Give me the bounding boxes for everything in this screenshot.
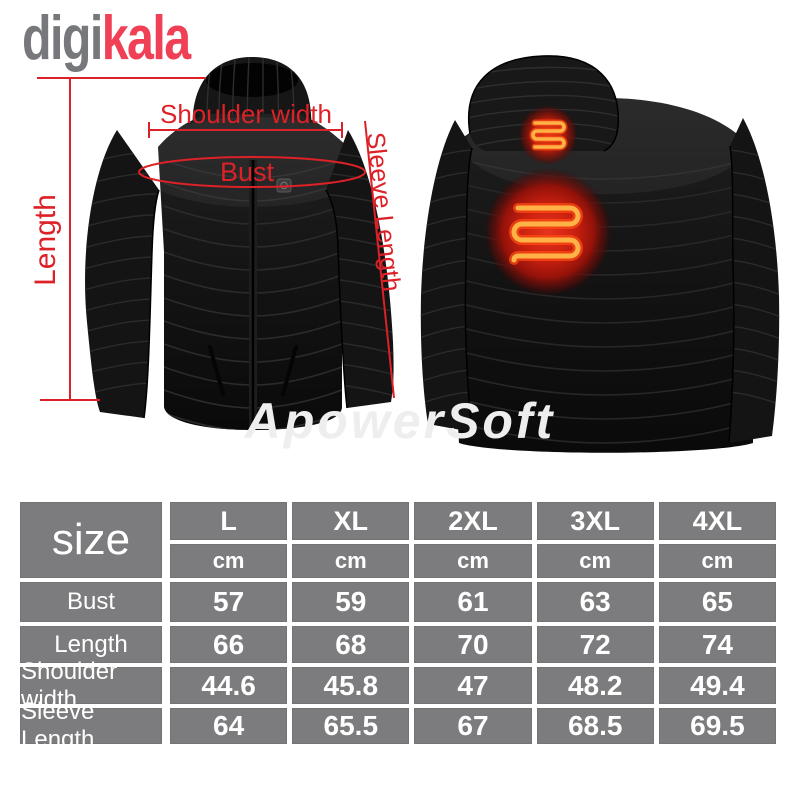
logo-digi-text: digi	[22, 4, 103, 73]
row-label-bust: Bust	[20, 582, 162, 622]
table-cell: 57	[170, 582, 288, 622]
unit-cell: cm	[658, 544, 776, 578]
table-cell: 68.5	[536, 708, 654, 744]
product-diagram: ApowerSoft Length Shoulder width Bust Sl…	[29, 55, 780, 453]
watermark-text: ApowerSoft	[244, 393, 556, 449]
table-cell: 59	[292, 582, 410, 622]
column-header-2xl: 2XL	[414, 502, 532, 540]
table-cell: 68	[292, 626, 410, 663]
heat-pad-back	[484, 168, 612, 296]
jacket-front-view	[85, 57, 394, 430]
size-table: size L XL 2XL 3XL 4XL cm cm cm cm cm Bus…	[20, 502, 776, 753]
table-cell: 61	[414, 582, 532, 622]
size-table-corner: size	[20, 502, 162, 578]
column-header-xl: XL	[292, 502, 410, 540]
digikala-logo: digikala	[22, 8, 191, 70]
table-cell: 65.5	[292, 708, 410, 744]
right-pocket	[281, 345, 298, 396]
table-cell: 67	[414, 708, 532, 744]
unit-cell: cm	[414, 544, 532, 578]
heat-controller-button	[276, 178, 292, 193]
logo-kala-text: kala	[101, 4, 191, 73]
unit-cell: cm	[536, 544, 654, 578]
heating-coil-large-icon	[509, 203, 583, 265]
unit-cell: cm	[292, 544, 410, 578]
unit-cell: cm	[170, 544, 288, 578]
table-cell: 64	[170, 708, 288, 744]
table-cell: 44.6	[170, 667, 288, 704]
heat-pad-neck	[518, 105, 578, 165]
column-header-l: L	[170, 502, 288, 540]
table-cell: 49.4	[658, 667, 776, 704]
table-cell: 70	[414, 626, 532, 663]
table-cell: 45.8	[292, 667, 410, 704]
table-cell: 47	[414, 667, 532, 704]
table-cell: 66	[170, 626, 288, 663]
table-cell: 69.5	[658, 708, 776, 744]
left-pocket	[208, 345, 225, 396]
row-label-sleeve-length: Sleeve Length	[20, 698, 162, 753]
table-cell: 74	[658, 626, 776, 663]
table-cell: 65	[658, 582, 776, 622]
table-cell: 48.2	[536, 667, 654, 704]
table-cell: 72	[536, 626, 654, 663]
column-header-4xl: 4XL	[658, 502, 776, 540]
row-label-length: Length	[20, 626, 162, 663]
jacket-back-view	[420, 55, 780, 453]
front-left-sleeve	[85, 130, 160, 419]
column-header-3xl: 3XL	[536, 502, 654, 540]
length-label: Length	[29, 194, 62, 286]
back-left-sleeve	[420, 120, 473, 433]
table-cell: 63	[536, 582, 654, 622]
back-right-sleeve	[728, 118, 780, 444]
heating-coil-small-icon	[529, 119, 568, 151]
